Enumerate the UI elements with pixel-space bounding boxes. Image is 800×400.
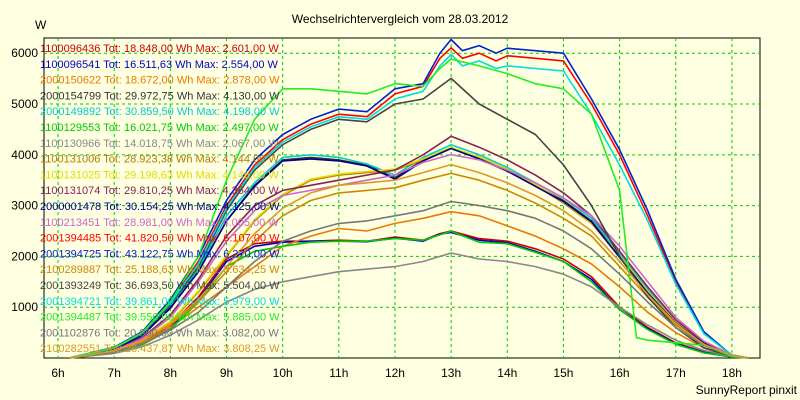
x-tick-label: 10h — [273, 366, 293, 380]
legend-entry: 2000150622 Tot: 18.672,00 Wh Max: 2.878,… — [40, 75, 280, 87]
x-tick-label: 12h — [385, 366, 405, 380]
series-line — [69, 153, 749, 359]
legend-entry: 2001393249 Tot: 36.693,50 Wh Max: 5.504,… — [40, 280, 280, 292]
legend-entry: 2001394487 Tot: 39.550,00 Wh Max: 5.885,… — [40, 312, 280, 324]
x-tick-label: 15h — [553, 366, 573, 380]
series-line — [69, 46, 749, 359]
legend-entry: 1100129553 Tot: 16.021,75 Wh Max: 2.497,… — [40, 122, 279, 134]
legend-entry: 2000001478 Tot: 30.154,25 Wh Max: 4.125,… — [40, 201, 280, 213]
legend-entry: 1100130966 Tot: 14.018,75 Wh Max: 2.067,… — [40, 138, 279, 150]
legend-entry: 2001102876 Tot: 20.950,00 Wh Max: 3.082,… — [40, 327, 279, 339]
series-lines — [69, 38, 749, 359]
legend-entry: 2001394485 Tot: 41.820,50 Wh Max: 6.107,… — [40, 233, 280, 245]
footer-credit: SunnyReport pinxit — [696, 383, 798, 397]
x-tick-label: 9h — [220, 366, 233, 380]
legend-entry: 1100131006 Tot: 28.923,38 Wh Max: 4.144,… — [40, 154, 279, 166]
y-tick-label: 3000 — [11, 199, 38, 213]
x-tick-label: 6h — [51, 366, 64, 380]
series-line — [69, 144, 749, 359]
legend-entry: 1100096436 Tot: 18.848,00 Wh Max: 2.601,… — [40, 43, 279, 55]
legend-entry: 2001394725 Tot: 43.122,75 Wh Max: 6.270,… — [40, 248, 280, 260]
y-tick-labels: 1000 2000 3000 4000 5000 6000 — [11, 46, 38, 314]
x-tick-label: 7h — [108, 366, 121, 380]
series-line — [69, 147, 749, 359]
x-tick-label: 14h — [497, 366, 517, 380]
series-line — [69, 163, 749, 359]
series-line — [69, 135, 749, 359]
x-tick-label: 18h — [722, 366, 742, 380]
y-tick-label: 1000 — [11, 300, 38, 314]
legend-entry: 2001394721 Tot: 39.861,00 Wh Max: 5.979,… — [40, 296, 280, 308]
y-tick-label: 5000 — [11, 97, 38, 111]
chart-title: Wechselrichtervergleich vom 28.03.2012 — [292, 12, 509, 26]
legend: 1100096436 Tot: 18.848,00 Wh Max: 2.601,… — [40, 43, 280, 355]
legend-entry: 1100213451 Tot: 28.981,00 Wh Max: 4.005,… — [40, 217, 279, 229]
x-tick-label: 8h — [164, 366, 177, 380]
series-line — [69, 38, 749, 359]
legend-entry: 2100282551 Tot: 26.437,87 Wh Max: 3.808,… — [40, 343, 280, 355]
x-tick-label: 17h — [666, 366, 686, 380]
series-line — [69, 200, 749, 359]
legend-entry: 1100131025 Tot: 29.198,63 Wh Max: 4.146,… — [40, 169, 279, 181]
series-line — [69, 58, 749, 359]
legend-entry: 1100096541 Tot: 16.511,63 Wh Max: 2.554,… — [40, 59, 279, 71]
plot-area: 6h 7h 8h 9h 10h 11h 12h 13h 14h 15h 16h 17h 18h 1000… — [11, 37, 761, 380]
y-axis-label: W — [35, 18, 47, 32]
series-line — [69, 252, 749, 359]
x-tick-label: 16h — [610, 366, 630, 380]
x-tick-label: 11h — [329, 366, 348, 380]
series-line — [69, 146, 749, 359]
y-tick-label: 4000 — [11, 148, 38, 162]
series-line — [69, 53, 749, 359]
x-tick-labels: 6h 7h 8h 9h 10h 11h 12h 13h 14h 15h 16h 17h 18h — [51, 366, 742, 380]
series-line — [69, 77, 749, 359]
y-tick-label: 6000 — [11, 46, 38, 60]
series-line — [69, 210, 749, 359]
legend-entry: 1100131074 Tot: 29.810,25 Wh Max: 4.364,… — [40, 185, 279, 197]
legend-entry: 2100289887 Tot: 25.188,63 Wh Max: 3.634,… — [40, 264, 280, 276]
legend-entry: 2000149892 Tot: 30.859,50 Wh Max: 4.198,… — [40, 106, 280, 118]
y-tick-label: 2000 — [11, 249, 38, 263]
x-tick-label: 13h — [441, 366, 461, 380]
legend-entry: 2000154799 Tot: 29.972,75 Wh Max: 4.130,… — [40, 90, 280, 102]
